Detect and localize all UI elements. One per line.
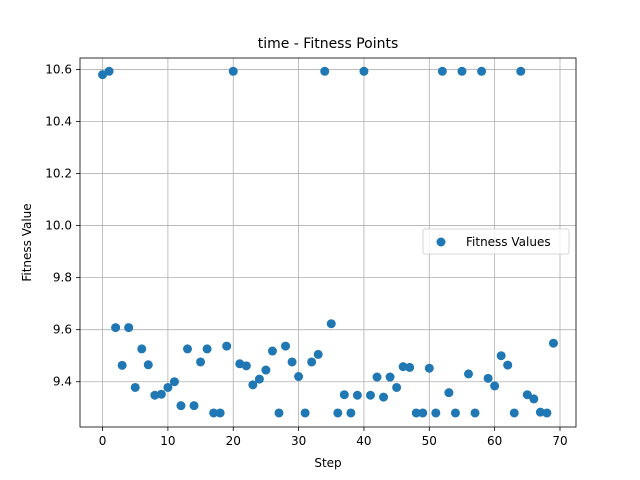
- plot-area-frame: [79, 57, 577, 428]
- x-tick-label: 20: [226, 434, 241, 448]
- y-axis-label: Fitness Value: [20, 203, 34, 281]
- data-point: [352, 390, 362, 400]
- data-point: [346, 408, 356, 418]
- data-point: [470, 408, 480, 418]
- data-point: [274, 408, 284, 418]
- data-point: [522, 390, 532, 400]
- data-point: [542, 408, 552, 418]
- data-point: [202, 344, 212, 354]
- y-tick-label: 10.4: [45, 114, 72, 128]
- data-point: [483, 373, 493, 383]
- data-point: [124, 323, 134, 333]
- y-tick-label: 9.8: [53, 271, 72, 285]
- chart-title: time - Fitness Points: [258, 36, 399, 52]
- data-point: [477, 66, 487, 76]
- data-point: [261, 365, 271, 375]
- legend-marker: [436, 237, 446, 247]
- x-tick-label: 40: [356, 434, 371, 448]
- data-point: [254, 374, 264, 384]
- data-point: [156, 389, 166, 399]
- data-point: [379, 392, 389, 402]
- y-tick-label: 10.6: [45, 62, 72, 76]
- data-point: [333, 408, 343, 418]
- data-point: [450, 408, 460, 418]
- data-point: [267, 346, 277, 356]
- data-point: [313, 349, 323, 359]
- data-point: [176, 401, 186, 411]
- data-point: [372, 372, 382, 382]
- y-tick-label: 10.0: [45, 219, 72, 233]
- data-point: [209, 408, 219, 418]
- data-point: [182, 344, 192, 354]
- data-point: [228, 66, 238, 76]
- data-point: [287, 357, 297, 367]
- data-point: [418, 408, 428, 418]
- data-point: [398, 362, 408, 372]
- data-point: [548, 338, 558, 348]
- data-point: [163, 382, 173, 392]
- data-point: [326, 319, 336, 329]
- data-point: [359, 66, 369, 76]
- data-point: [464, 369, 474, 379]
- data-point: [300, 408, 310, 418]
- legend: Fitness Values: [422, 228, 570, 255]
- data-point: [437, 66, 447, 76]
- data-point: [117, 360, 127, 370]
- data-point: [444, 388, 454, 398]
- data-point: [294, 372, 304, 382]
- data-point: [424, 363, 434, 373]
- y-tick-label: 10.2: [45, 167, 72, 181]
- data-point: [457, 66, 467, 76]
- data-point: [392, 382, 402, 392]
- data-point: [215, 408, 225, 418]
- x-axis-label: Step: [314, 456, 341, 470]
- x-tick-label: 60: [487, 434, 502, 448]
- data-point: [529, 394, 539, 404]
- data-point: [169, 377, 179, 387]
- legend-box: [422, 228, 570, 255]
- data-point: [248, 380, 258, 390]
- data-point: [196, 357, 206, 367]
- data-point: [189, 401, 199, 411]
- data-point: [339, 390, 349, 400]
- data-point: [111, 323, 121, 333]
- y-tick-label: 9.6: [53, 323, 72, 337]
- data-point: [385, 372, 395, 382]
- legend-label: Fitness Values: [466, 235, 551, 249]
- data-point: [281, 341, 291, 351]
- data-point: [104, 66, 114, 76]
- data-point: [320, 66, 330, 76]
- y-tick-label: 9.4: [53, 375, 72, 389]
- data-point: [411, 408, 421, 418]
- data-point: [405, 362, 415, 372]
- data-point: [516, 66, 526, 76]
- data-point: [365, 390, 375, 400]
- x-tick-label: 0: [99, 434, 107, 448]
- data-point: [241, 361, 251, 371]
- x-tick-label: 30: [291, 434, 306, 448]
- data-point: [431, 408, 441, 418]
- data-point: [143, 360, 153, 370]
- data-point: [509, 408, 519, 418]
- data-points: [98, 66, 558, 418]
- data-point: [535, 407, 545, 417]
- data-point: [503, 360, 513, 370]
- data-point: [496, 351, 506, 361]
- x-tick-label: 50: [422, 434, 437, 448]
- data-point: [307, 357, 317, 367]
- x-tick-label: 70: [552, 434, 567, 448]
- axis-ticks: 0 10 20 30 40 50 60 70 9.4 9.6 9.8 10.0 10.2 10.4 10.6: [45, 62, 567, 448]
- x-tick-label: 10: [160, 434, 175, 448]
- data-point: [137, 344, 147, 354]
- data-point: [130, 382, 140, 392]
- data-point: [222, 341, 232, 351]
- data-point: [490, 381, 500, 391]
